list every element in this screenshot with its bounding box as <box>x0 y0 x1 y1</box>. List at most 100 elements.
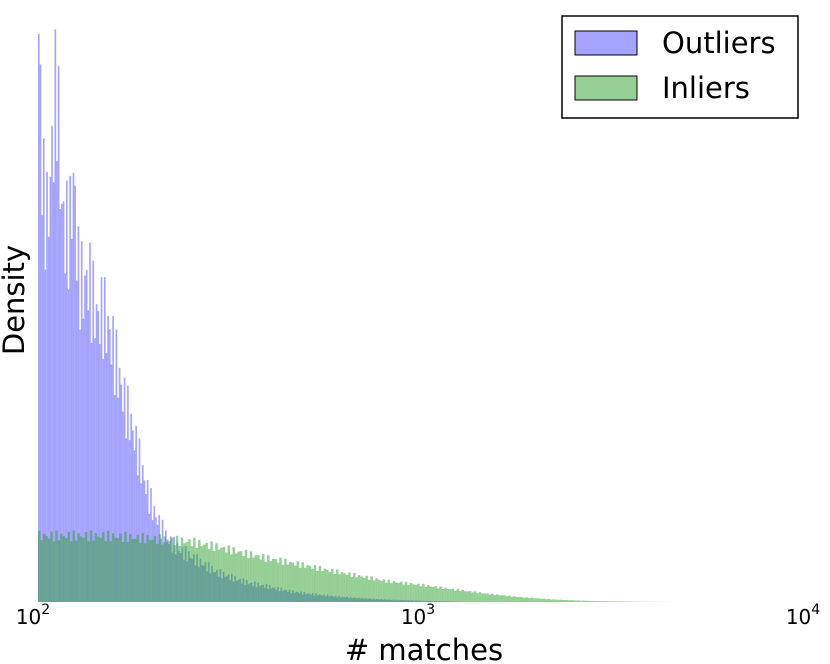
bar-inliers <box>146 535 149 602</box>
bar-outliers <box>54 29 57 602</box>
bar-outliers <box>46 171 48 602</box>
bar-inliers <box>52 541 56 602</box>
bar-outliers <box>100 276 103 602</box>
bar-inliers <box>562 600 565 602</box>
bar-inliers <box>119 533 122 602</box>
bar-inliers <box>190 546 194 602</box>
bar-outliers <box>127 385 129 602</box>
bar-inliers <box>326 569 329 602</box>
bar-inliers <box>370 576 373 602</box>
bar-outliers <box>77 226 80 602</box>
bar-inliers <box>230 554 233 602</box>
bar-outliers <box>74 185 76 603</box>
bar-outliers <box>125 438 128 602</box>
bar-inliers <box>498 595 501 602</box>
bar-inliers <box>333 573 336 602</box>
bar-inliers <box>537 598 541 602</box>
bar-inliers <box>45 535 48 602</box>
bars-layer <box>38 29 679 603</box>
series-outliers-bars <box>38 29 467 603</box>
bar-outliers <box>118 367 121 602</box>
x-tick-label: 104 <box>786 602 820 629</box>
bar-inliers <box>577 600 580 602</box>
legend: Outliers Inliers <box>561 15 799 119</box>
bar-inliers <box>459 591 462 602</box>
bar-inliers <box>535 598 538 602</box>
bar-inliers <box>407 584 410 602</box>
bar-inliers <box>527 598 531 602</box>
bar-inliers <box>136 534 139 602</box>
bar-inliers <box>463 591 467 602</box>
bar-outliers <box>85 269 88 602</box>
bar-outliers <box>102 359 104 602</box>
bar-inliers <box>222 546 226 602</box>
bar-inliers <box>547 598 551 602</box>
bar-inliers <box>207 549 211 602</box>
bar-inliers <box>298 567 302 602</box>
bar-outliers <box>89 242 91 603</box>
bar-inliers <box>367 579 371 602</box>
bar-outliers <box>130 413 133 602</box>
bar-inliers <box>552 599 556 602</box>
bar-inliers <box>296 561 299 602</box>
bar-outliers <box>69 175 71 603</box>
bar-outliers <box>61 203 63 602</box>
bar-inliers <box>151 539 154 602</box>
bar-inliers <box>350 576 354 602</box>
bar-inliers <box>335 569 339 602</box>
bar-inliers <box>340 571 344 602</box>
bar-inliers <box>279 557 282 602</box>
bar-inliers <box>532 598 536 602</box>
bar-inliers <box>542 598 546 602</box>
bar-inliers <box>505 596 509 602</box>
bar-inliers <box>166 541 169 602</box>
bar-inliers <box>525 597 528 602</box>
bar-inliers <box>429 586 432 602</box>
bar-inliers <box>574 600 578 602</box>
bar-outliers <box>138 438 141 602</box>
bar-inliers <box>269 561 272 602</box>
bar-outliers <box>56 161 58 602</box>
bar-inliers <box>289 561 292 602</box>
bar-inliers <box>500 595 504 602</box>
bar-outliers <box>41 215 43 602</box>
bar-inliers <box>274 559 277 602</box>
bar-inliers <box>170 537 174 602</box>
bar-outliers <box>59 209 62 603</box>
bar-inliers <box>422 583 425 602</box>
bar-inliers <box>454 590 457 602</box>
bar-inliers <box>481 593 484 602</box>
bar-inliers <box>611 601 615 602</box>
bar-inliers <box>427 585 430 602</box>
bar-outliers <box>123 377 126 602</box>
bar-outliers <box>90 342 93 602</box>
bar-inliers <box>520 597 524 602</box>
bar-inliers <box>116 538 120 602</box>
bar-inliers <box>156 543 159 602</box>
bar-inliers <box>102 532 105 602</box>
bar-inliers <box>476 593 479 602</box>
bar-inliers <box>111 533 115 602</box>
bar-inliers <box>158 534 162 602</box>
bar-inliers <box>385 582 388 602</box>
bar-inliers <box>252 557 255 602</box>
bar-inliers <box>57 540 61 602</box>
bar-inliers <box>616 601 620 602</box>
bar-inliers <box>614 601 617 602</box>
bar-outliers <box>122 411 124 602</box>
bar-inliers <box>271 558 275 602</box>
bar-inliers <box>55 530 58 602</box>
bar-inliers <box>488 594 492 602</box>
y-axis: Density <box>0 245 31 355</box>
bar-inliers <box>205 542 208 602</box>
bar-inliers <box>109 541 112 602</box>
bar-inliers <box>604 601 607 602</box>
bar-inliers <box>572 600 575 602</box>
bar-inliers <box>424 586 428 602</box>
bar-inliers <box>321 570 324 602</box>
bar-outliers <box>115 329 118 602</box>
bar-inliers <box>331 568 334 602</box>
x-axis: 102 103 104 # matches <box>16 602 820 664</box>
bar-inliers <box>436 588 440 602</box>
